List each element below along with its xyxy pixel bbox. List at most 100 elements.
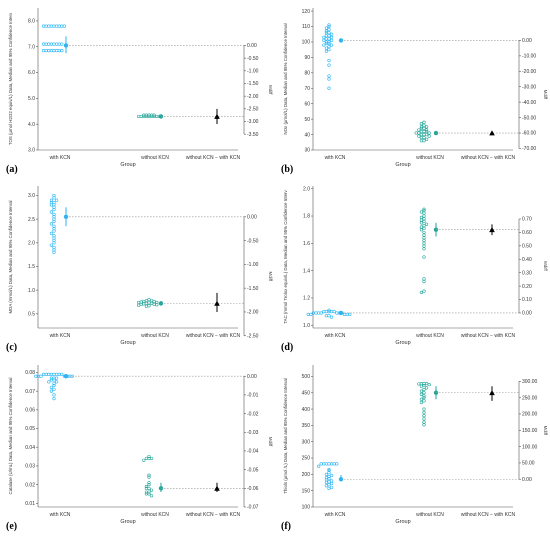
diff-marker	[489, 130, 495, 136]
data-point	[422, 279, 426, 284]
data-point	[150, 298, 154, 303]
right-tick-label: 0.00	[247, 43, 257, 49]
right-tick-label: -2.50	[247, 107, 259, 113]
data-point	[422, 255, 426, 259]
data-point	[52, 382, 56, 386]
data-point	[41, 42, 46, 46]
data-point	[324, 472, 329, 476]
data-point	[327, 34, 331, 38]
data-point	[52, 378, 56, 382]
data-point	[419, 139, 423, 143]
right-tick-label: -0.50	[247, 238, 259, 244]
data-point	[49, 222, 54, 226]
category-label: without KCN	[141, 155, 169, 161]
right-tick-label: -1.50	[247, 81, 259, 87]
data-point	[47, 24, 51, 28]
data-point	[327, 74, 331, 78]
data-point	[139, 114, 143, 119]
data-point	[155, 114, 159, 119]
right-tick-label: -0.01	[247, 393, 259, 399]
diff-marker	[214, 300, 220, 306]
data-point	[147, 454, 151, 459]
data-point	[324, 484, 329, 488]
data-point	[419, 397, 423, 401]
category-label: without KCN − with KCN	[186, 512, 241, 518]
right-tick-label: -2.00	[247, 94, 259, 100]
data-point	[419, 382, 423, 386]
data-point	[49, 203, 54, 207]
right-tick-label: -0.03	[247, 430, 259, 436]
data-point	[144, 301, 148, 305]
right-tick-label: 0.30	[522, 270, 532, 276]
data-point	[422, 244, 426, 248]
panel-f: 100 150 200 250 300 350 400 450 500 Thiols (µmol …	[281, 365, 548, 532]
data-point	[147, 456, 151, 461]
data-point	[36, 374, 41, 378]
diff-marker	[489, 389, 495, 396]
right-tick-label: 0.20	[522, 284, 532, 290]
data-point	[322, 462, 326, 466]
data-point	[329, 43, 334, 47]
y-tick-label: 0.03	[25, 464, 35, 470]
data-point	[52, 241, 56, 245]
x-axis-label: Group	[395, 519, 410, 525]
data-point	[327, 31, 331, 35]
data-point	[142, 113, 146, 117]
data-point	[422, 239, 426, 243]
category-label: without KCN − with KCN	[461, 155, 516, 161]
data-point	[137, 114, 141, 119]
data-point	[329, 315, 334, 319]
data-point	[419, 228, 423, 232]
data-point	[419, 210, 423, 214]
data-point	[54, 380, 59, 384]
right-tick-label: -1.00	[247, 68, 259, 74]
data-point	[327, 48, 331, 52]
data-point	[425, 128, 429, 132]
data-point	[422, 120, 426, 124]
data-point	[422, 207, 426, 211]
right-tick-label: 0.00	[522, 38, 532, 44]
data-point	[311, 311, 316, 315]
data-point	[52, 372, 56, 376]
data-point	[319, 311, 323, 315]
data-point	[147, 473, 151, 477]
data-point	[324, 310, 329, 314]
data-point	[327, 28, 331, 32]
category-label: without KCN − with KCN	[186, 333, 241, 339]
data-point	[327, 486, 331, 490]
right-axis-label: Mdiff	[543, 90, 548, 100]
y-axis-label: TOS (µmol H2O2 equiv/L) Data, Median and…	[8, 12, 13, 145]
data-point	[316, 311, 321, 315]
data-point	[49, 210, 54, 214]
data-point	[52, 387, 56, 391]
right-tick-label: 0.00	[522, 477, 532, 483]
y-axis-label: Catalase (U/mL) Data, Median and 95% Con…	[8, 378, 13, 495]
data-point	[322, 310, 326, 314]
data-point	[47, 42, 51, 46]
category-label: without KCN	[416, 333, 444, 339]
data-point	[137, 300, 141, 305]
data-point	[417, 128, 421, 132]
data-point	[54, 24, 59, 28]
y-tick-label: 30	[304, 148, 310, 154]
y-axis-label: NOx (µmol/L) Data, Median and 95% Confid…	[283, 23, 288, 134]
data-point	[419, 122, 423, 126]
data-point	[419, 221, 423, 225]
right-tick-label: -0.06	[247, 486, 259, 492]
data-point	[422, 126, 426, 130]
category-label: without KCN − with KCN	[186, 155, 241, 161]
data-point	[49, 243, 54, 247]
y-tick-label: 2.5	[28, 217, 35, 223]
data-point	[342, 312, 347, 316]
right-tick-label: -3.00	[247, 119, 259, 125]
data-point	[314, 311, 318, 315]
data-point	[348, 312, 352, 316]
data-point	[144, 484, 148, 489]
data-point	[324, 40, 329, 44]
data-point	[417, 131, 421, 135]
y-tick-label: 250	[302, 456, 311, 462]
data-point	[319, 462, 323, 466]
data-point	[327, 58, 331, 63]
data-point	[422, 387, 426, 392]
data-point	[332, 462, 336, 466]
